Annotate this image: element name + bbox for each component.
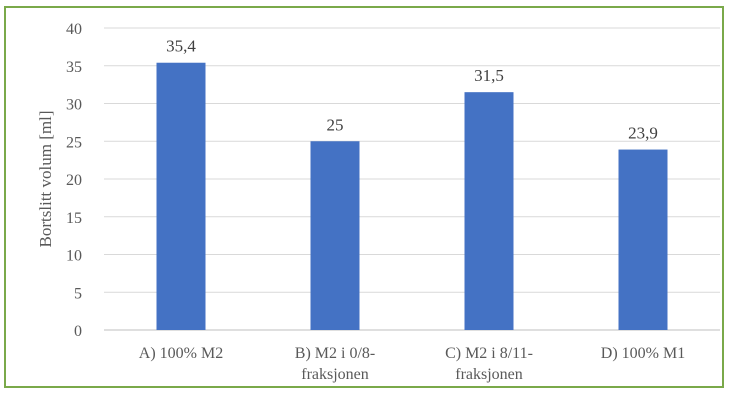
y-tick-label: 15 (66, 210, 82, 227)
x-category-label: A) 100% M2 (139, 345, 223, 362)
bar (618, 149, 668, 330)
data-label: 23,9 (628, 124, 658, 143)
data-label: 35,4 (166, 37, 196, 56)
bar (156, 62, 206, 330)
chart-frame (4, 6, 724, 388)
y-tick-label: 10 (66, 248, 82, 265)
y-tick-label: 40 (66, 21, 82, 38)
y-tick-label: 30 (66, 97, 82, 114)
data-labels: 35,4 25 31,5 23,9 (166, 37, 658, 143)
y-tick-labels: 0 5 10 15 20 25 30 35 40 (66, 21, 82, 340)
data-label: 31,5 (474, 66, 504, 85)
x-category-label: C) M2 i 8/11- (445, 345, 533, 362)
x-category-labels: A) 100% M2 B) M2 i 0/8- fraksjonen C) M2 i … (139, 345, 685, 383)
y-tick-label: 25 (66, 134, 82, 151)
bar (310, 141, 360, 330)
y-tick-label: 35 (66, 59, 82, 76)
bar (464, 92, 514, 330)
y-tick-label: 20 (66, 172, 82, 189)
y-tick-label: 5 (74, 285, 82, 302)
x-category-label: fraksjonen (301, 366, 369, 383)
data-label: 25 (327, 115, 344, 134)
x-category-label: fraksjonen (455, 366, 523, 383)
gridlines (104, 27, 720, 331)
x-category-label: D) 100% M1 (601, 345, 685, 362)
x-category-label: B) M2 i 0/8- (295, 345, 375, 362)
y-axis-title: Bortslitt volum [ml] (36, 111, 55, 248)
bars (156, 62, 668, 330)
y-tick-label: 0 (74, 323, 82, 340)
